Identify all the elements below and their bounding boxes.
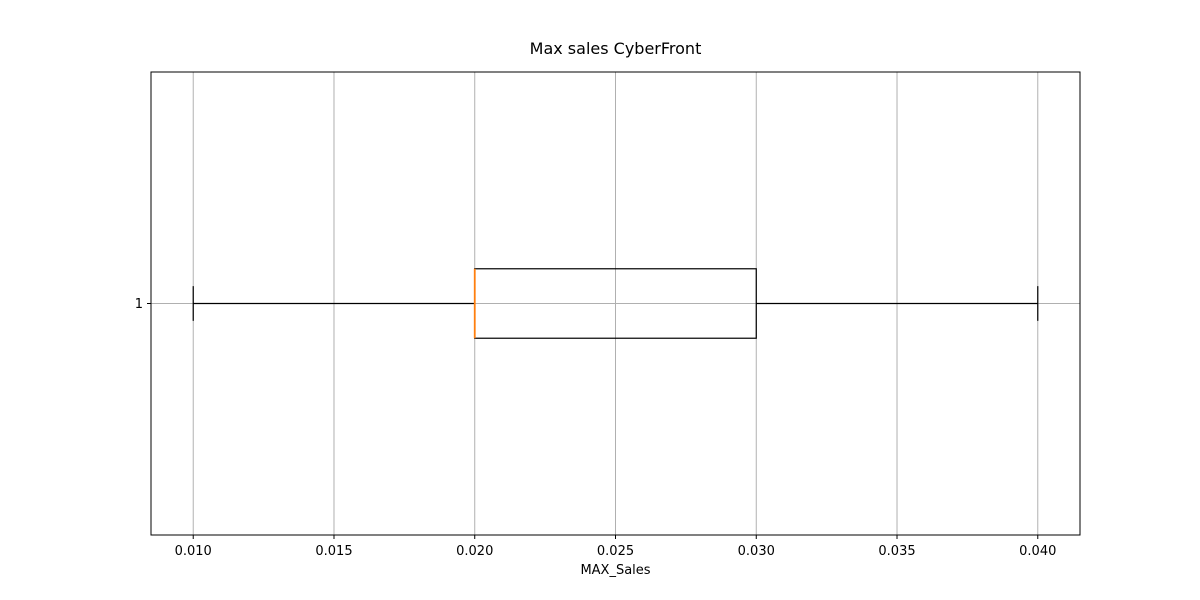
- x-axis-label: MAX_Sales: [580, 563, 650, 578]
- chart-title: Max sales CyberFront: [530, 39, 702, 58]
- x-tick-label: 0.010: [175, 544, 212, 559]
- box-elements: [192, 268, 1039, 339]
- x-tick-label: 0.020: [456, 544, 493, 559]
- y-tick-label: 1: [135, 297, 143, 312]
- x-tick-label: 0.015: [315, 544, 352, 559]
- x-tick-label: 0.035: [878, 544, 915, 559]
- axis-ticks: 0.010 0.015 0.020 0.025 0.030 0.035 0.040 1: [135, 297, 1057, 559]
- x-tick-label: 0.030: [738, 544, 775, 559]
- x-tick-label: 0.025: [597, 544, 634, 559]
- x-tick-label: 0.040: [1019, 544, 1056, 559]
